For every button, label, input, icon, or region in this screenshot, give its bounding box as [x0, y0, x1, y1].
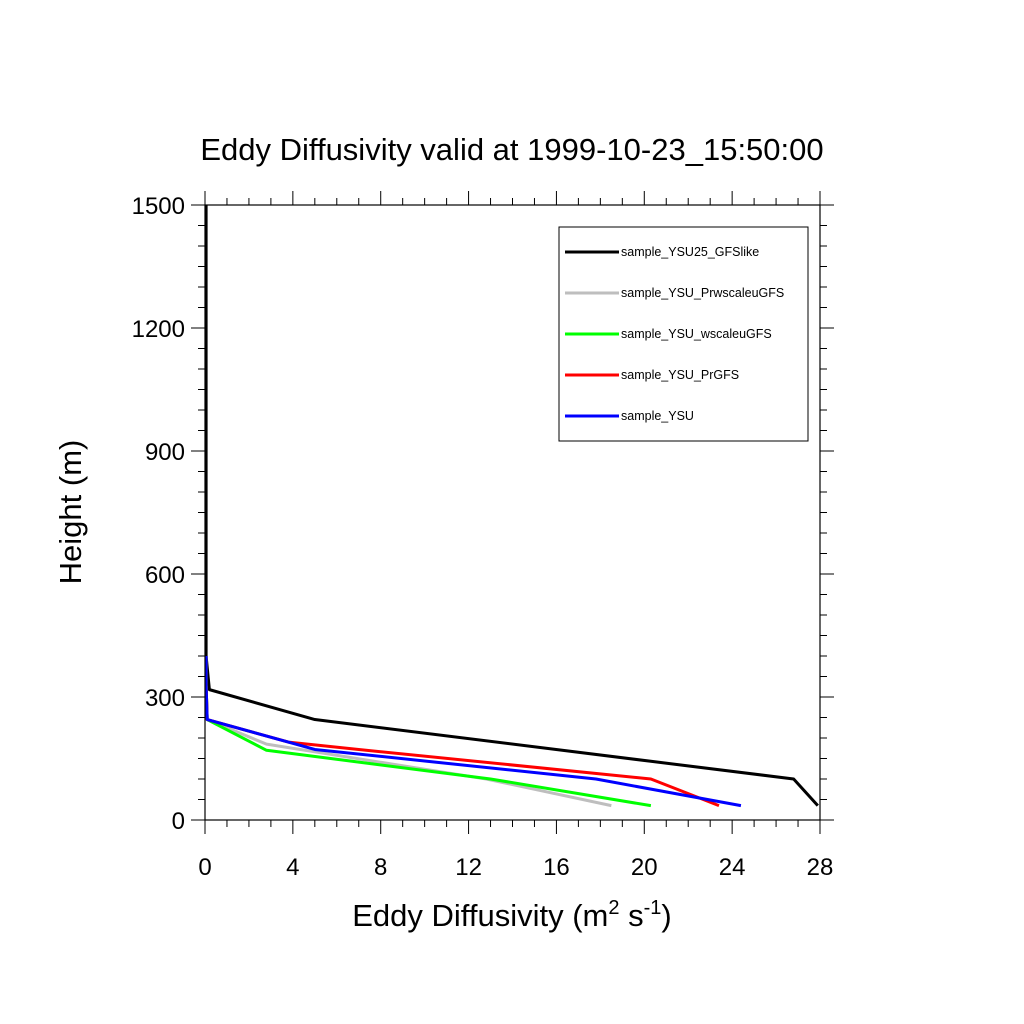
x-tick-label: 20 [631, 854, 658, 881]
axis-ticks [191, 191, 834, 834]
legend-label: sample_YSU25_GFSlike [621, 245, 759, 259]
legend-label: sample_YSU_wscaleuGFS [621, 327, 772, 341]
x-axis-title-end: ) [661, 898, 671, 933]
legend-label: sample_YSU [621, 409, 694, 423]
y-axis-title: Height (m) [53, 440, 88, 585]
chart-title: Eddy Diffusivity valid at 1999-10-23_15:… [200, 132, 823, 167]
series-line-5 [204, 656, 742, 808]
y-tick-label: 300 [145, 685, 185, 712]
legend-label: sample_YSU_PrwscaleuGFS [621, 286, 784, 300]
x-tick-label: 0 [198, 854, 211, 881]
x-tick-label: 8 [374, 854, 387, 881]
plot-series [204, 205, 819, 808]
y-tick-label: 1500 [132, 193, 185, 220]
x-tick-label: 4 [286, 854, 299, 881]
series-line-3 [204, 656, 652, 808]
legend: sample_YSU25_GFSlike sample_YSU_Prwscaleu… [558, 226, 809, 442]
x-axis-title-superscript-1: 2 [608, 897, 619, 919]
x-axis-title: Eddy Diffusivity (m2 s-1) [352, 897, 671, 933]
y-tick-label: 1200 [132, 316, 185, 343]
y-tick-label: 0 [172, 808, 185, 835]
y-tick-labels: 0 300 600 900 1200 1500 [132, 193, 185, 835]
x-tick-labels: 0 4 8 12 16 20 24 28 [198, 854, 833, 881]
x-tick-label: 24 [719, 854, 746, 881]
x-tick-label: 28 [807, 854, 834, 881]
y-tick-label: 900 [145, 439, 185, 466]
series-line-4 [204, 656, 720, 808]
y-tick-label: 600 [145, 562, 185, 589]
x-axis-title-middle: s [619, 898, 643, 933]
x-tick-label: 12 [455, 854, 482, 881]
x-axis-title-base: Eddy Diffusivity (m [352, 898, 608, 933]
x-axis-title-superscript-2: -1 [644, 897, 662, 919]
x-tick-label: 16 [543, 854, 570, 881]
legend-label: sample_YSU_PrGFS [621, 368, 739, 382]
